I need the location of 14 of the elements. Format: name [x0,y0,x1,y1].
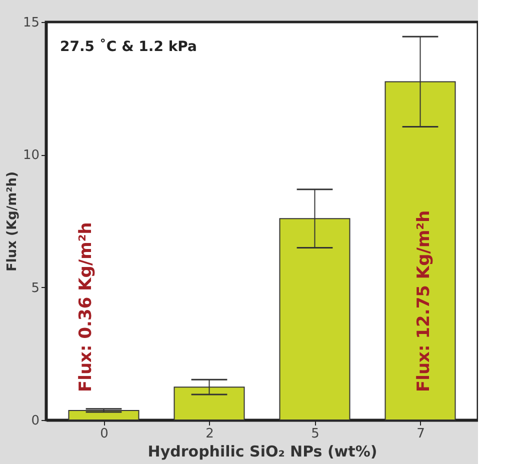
bar [68,410,140,420]
x-axis-title: Hydrophilic SiO₂ NPs (wt%) [148,442,378,460]
annotation: 27.5 ˚C & 1.2 kPa [60,38,197,55]
y-tick-label: 15 [22,16,40,30]
annotation: Flux: 0.36 Kg/m²h [76,222,96,392]
x-tick-label: 5 [311,426,320,442]
y-tick-label: 0 [31,414,40,428]
y-axis-title: Flux (Kg/m²h) [4,171,20,272]
x-tick-label: 0 [100,426,108,442]
x-tick-label: 7 [416,426,425,442]
y-tick-label: 5 [31,280,40,296]
annotation: Flux: 12.75 Kg/m²h [414,210,434,392]
y-tick-label: 10 [22,148,40,164]
x-tick-label: 2 [206,426,214,442]
